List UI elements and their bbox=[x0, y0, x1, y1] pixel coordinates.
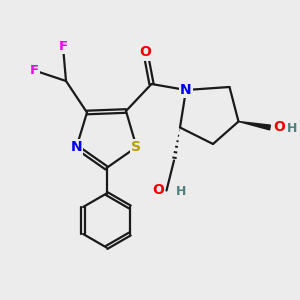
Text: O: O bbox=[273, 120, 285, 134]
Text: N: N bbox=[71, 140, 82, 154]
Text: H: H bbox=[286, 122, 297, 135]
Text: O: O bbox=[152, 183, 164, 197]
Text: F: F bbox=[58, 40, 68, 53]
Polygon shape bbox=[238, 122, 270, 130]
Text: H: H bbox=[176, 184, 186, 198]
Text: N: N bbox=[180, 83, 192, 97]
Text: F: F bbox=[30, 64, 39, 77]
Text: O: O bbox=[140, 46, 152, 59]
Text: S: S bbox=[131, 140, 142, 154]
